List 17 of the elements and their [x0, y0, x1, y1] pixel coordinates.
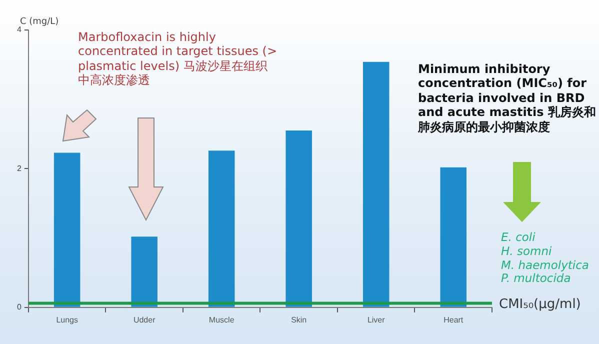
text: P. multocida [501, 271, 571, 286]
x-tick-label: Udder [133, 315, 156, 324]
y-tick-label: 2 [16, 164, 22, 173]
ref-line-label: CMI₅₀(μg/ml) [499, 297, 581, 312]
y-axis-title: C (mg/L) [20, 17, 59, 27]
x-tick-label: Liver [367, 315, 386, 324]
annotation: Minimum inhibitory concentration (MIC₅₀) for bacteria involved in BRD and acute mastitis 乳房炎和肺炎病原的最小抑菌浓度 [418, 62, 597, 134]
annotation: Marbofloxacin is highly concentrated in target tissues (> plasmatic levels) 马波沙星在组织中高浓度渗透 [78, 30, 278, 88]
x-tick-label: Muscle [208, 315, 235, 324]
text: M. haemolytica [501, 258, 589, 272]
x-tick-label: Heart [444, 315, 464, 324]
x-tick-label: Lungs [56, 315, 78, 324]
text: E. coli [501, 230, 536, 244]
y-tick-label: 0 [16, 302, 22, 312]
y-tick-label: 4 [16, 25, 22, 34]
text: H. somni [501, 244, 552, 258]
x-tick-label: Skin [291, 315, 307, 324]
